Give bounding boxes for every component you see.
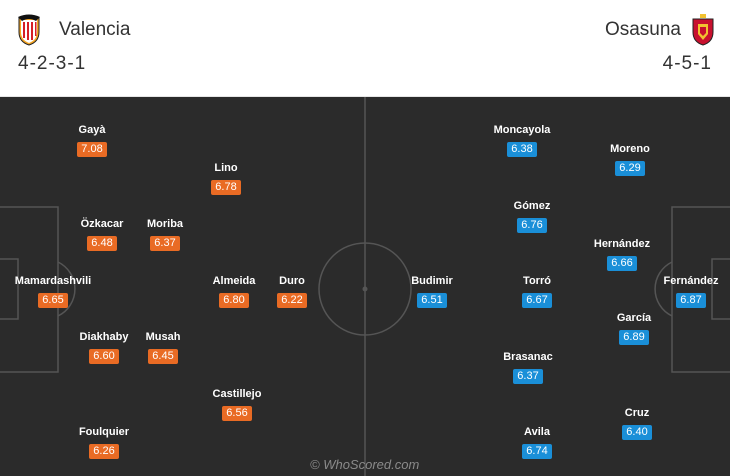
player-name: Moncayola [493, 124, 551, 136]
player-gomez[interactable]: Gómez 6.76 [492, 199, 572, 233]
player-rating: 6.37 [150, 236, 180, 251]
player-rating: 6.78 [211, 180, 241, 195]
player-duro[interactable]: Duro 6.22 [252, 274, 332, 308]
player-rating: 6.38 [507, 142, 537, 157]
player-castillejo[interactable]: Castillejo 6.56 [197, 387, 277, 421]
player-almeida[interactable]: Almeida 6.80 [194, 274, 274, 308]
away-team-name[interactable]: Osasuna [604, 19, 681, 40]
player-budimir[interactable]: Budimir 6.51 [392, 274, 472, 308]
player-moriba[interactable]: Moriba 6.37 [125, 217, 205, 251]
player-rating: 6.51 [417, 293, 447, 308]
player-name: Almeida [212, 275, 256, 287]
player-foulquier[interactable]: Foulquier 6.26 [64, 425, 144, 459]
player-moreno[interactable]: Moreno 6.29 [590, 142, 670, 176]
valencia-bat-crest-icon [18, 14, 40, 46]
player-name: Lino [214, 162, 238, 174]
player-rating: 6.56 [222, 406, 252, 421]
player-name: Moriba [146, 218, 184, 230]
player-name: Mamardashvili [14, 275, 92, 287]
player-name: Fernández [663, 275, 719, 287]
player-rating: 6.76 [517, 218, 547, 233]
player-name: Torró [523, 275, 551, 287]
player-name: Moreno [610, 143, 650, 155]
watermark: © WhoScored.com [310, 457, 420, 472]
player-name: Özkacar [80, 218, 124, 230]
player-name: Brasanac [503, 351, 553, 363]
player-name: Foulquier [78, 426, 130, 438]
player-rating: 7.08 [77, 142, 107, 157]
player-name: Hernández [593, 238, 651, 250]
player-name: Gómez [513, 200, 551, 212]
player-name: Gayà [78, 124, 106, 136]
player-name: García [616, 312, 652, 324]
player-brasanac[interactable]: Brasanac 6.37 [488, 350, 568, 384]
home-team-name[interactable]: Valencia [59, 19, 131, 40]
player-name: Castillejo [212, 388, 262, 400]
player-garcia[interactable]: García 6.89 [594, 311, 674, 345]
pitch-lines [0, 97, 730, 476]
player-cruz[interactable]: Cruz 6.40 [597, 406, 677, 440]
player-name: Budimir [411, 275, 453, 287]
player-avila[interactable]: Avila 6.74 [497, 425, 577, 459]
player-name: Musah [145, 331, 181, 343]
player-rating: 6.22 [277, 293, 307, 308]
player-lino[interactable]: Lino 6.78 [186, 161, 266, 195]
home-formation: 4-2-3-1 [18, 53, 87, 74]
player-rating: 6.66 [607, 256, 637, 271]
pitch: Gayà 7.08 Lino 6.78 Özkacar 6.48 Moriba … [0, 97, 730, 476]
player-rating: 6.40 [622, 425, 652, 440]
player-rating: 6.29 [615, 161, 645, 176]
player-ozkacar[interactable]: Özkacar 6.48 [62, 217, 142, 251]
player-torro[interactable]: Torró 6.67 [497, 274, 577, 308]
away-formation: 4-5-1 [662, 53, 712, 74]
player-rating: 6.48 [87, 236, 117, 251]
player-name: Avila [524, 426, 550, 438]
player-moncayola[interactable]: Moncayola 6.38 [482, 123, 562, 157]
player-rating: 6.74 [522, 444, 552, 459]
player-diakhaby[interactable]: Diakhaby 6.60 [64, 330, 144, 364]
player-hernandez[interactable]: Hernández 6.66 [582, 237, 662, 271]
player-rating: 6.26 [89, 444, 119, 459]
player-rating: 6.65 [38, 293, 68, 308]
player-musah[interactable]: Musah 6.45 [123, 330, 203, 364]
player-name: Cruz [624, 407, 650, 419]
osasuna-shield-crest-icon [692, 14, 714, 46]
player-rating: 6.67 [522, 293, 552, 308]
player-rating: 6.37 [513, 369, 543, 384]
player-rating: 6.80 [219, 293, 249, 308]
match-header: Valencia 4-2-3-1 Osasuna 4-5-1 [0, 0, 730, 97]
player-rating: 6.60 [89, 349, 119, 364]
player-mamardashvili[interactable]: Mamardashvili 6.65 [13, 274, 93, 308]
player-rating: 6.87 [676, 293, 706, 308]
player-fernandez[interactable]: Fernández 6.87 [651, 274, 730, 308]
player-name: Diakhaby [79, 331, 129, 343]
player-rating: 6.89 [619, 330, 649, 345]
player-rating: 6.45 [148, 349, 178, 364]
player-gaya[interactable]: Gayà 7.08 [52, 123, 132, 157]
player-name: Duro [279, 275, 305, 287]
